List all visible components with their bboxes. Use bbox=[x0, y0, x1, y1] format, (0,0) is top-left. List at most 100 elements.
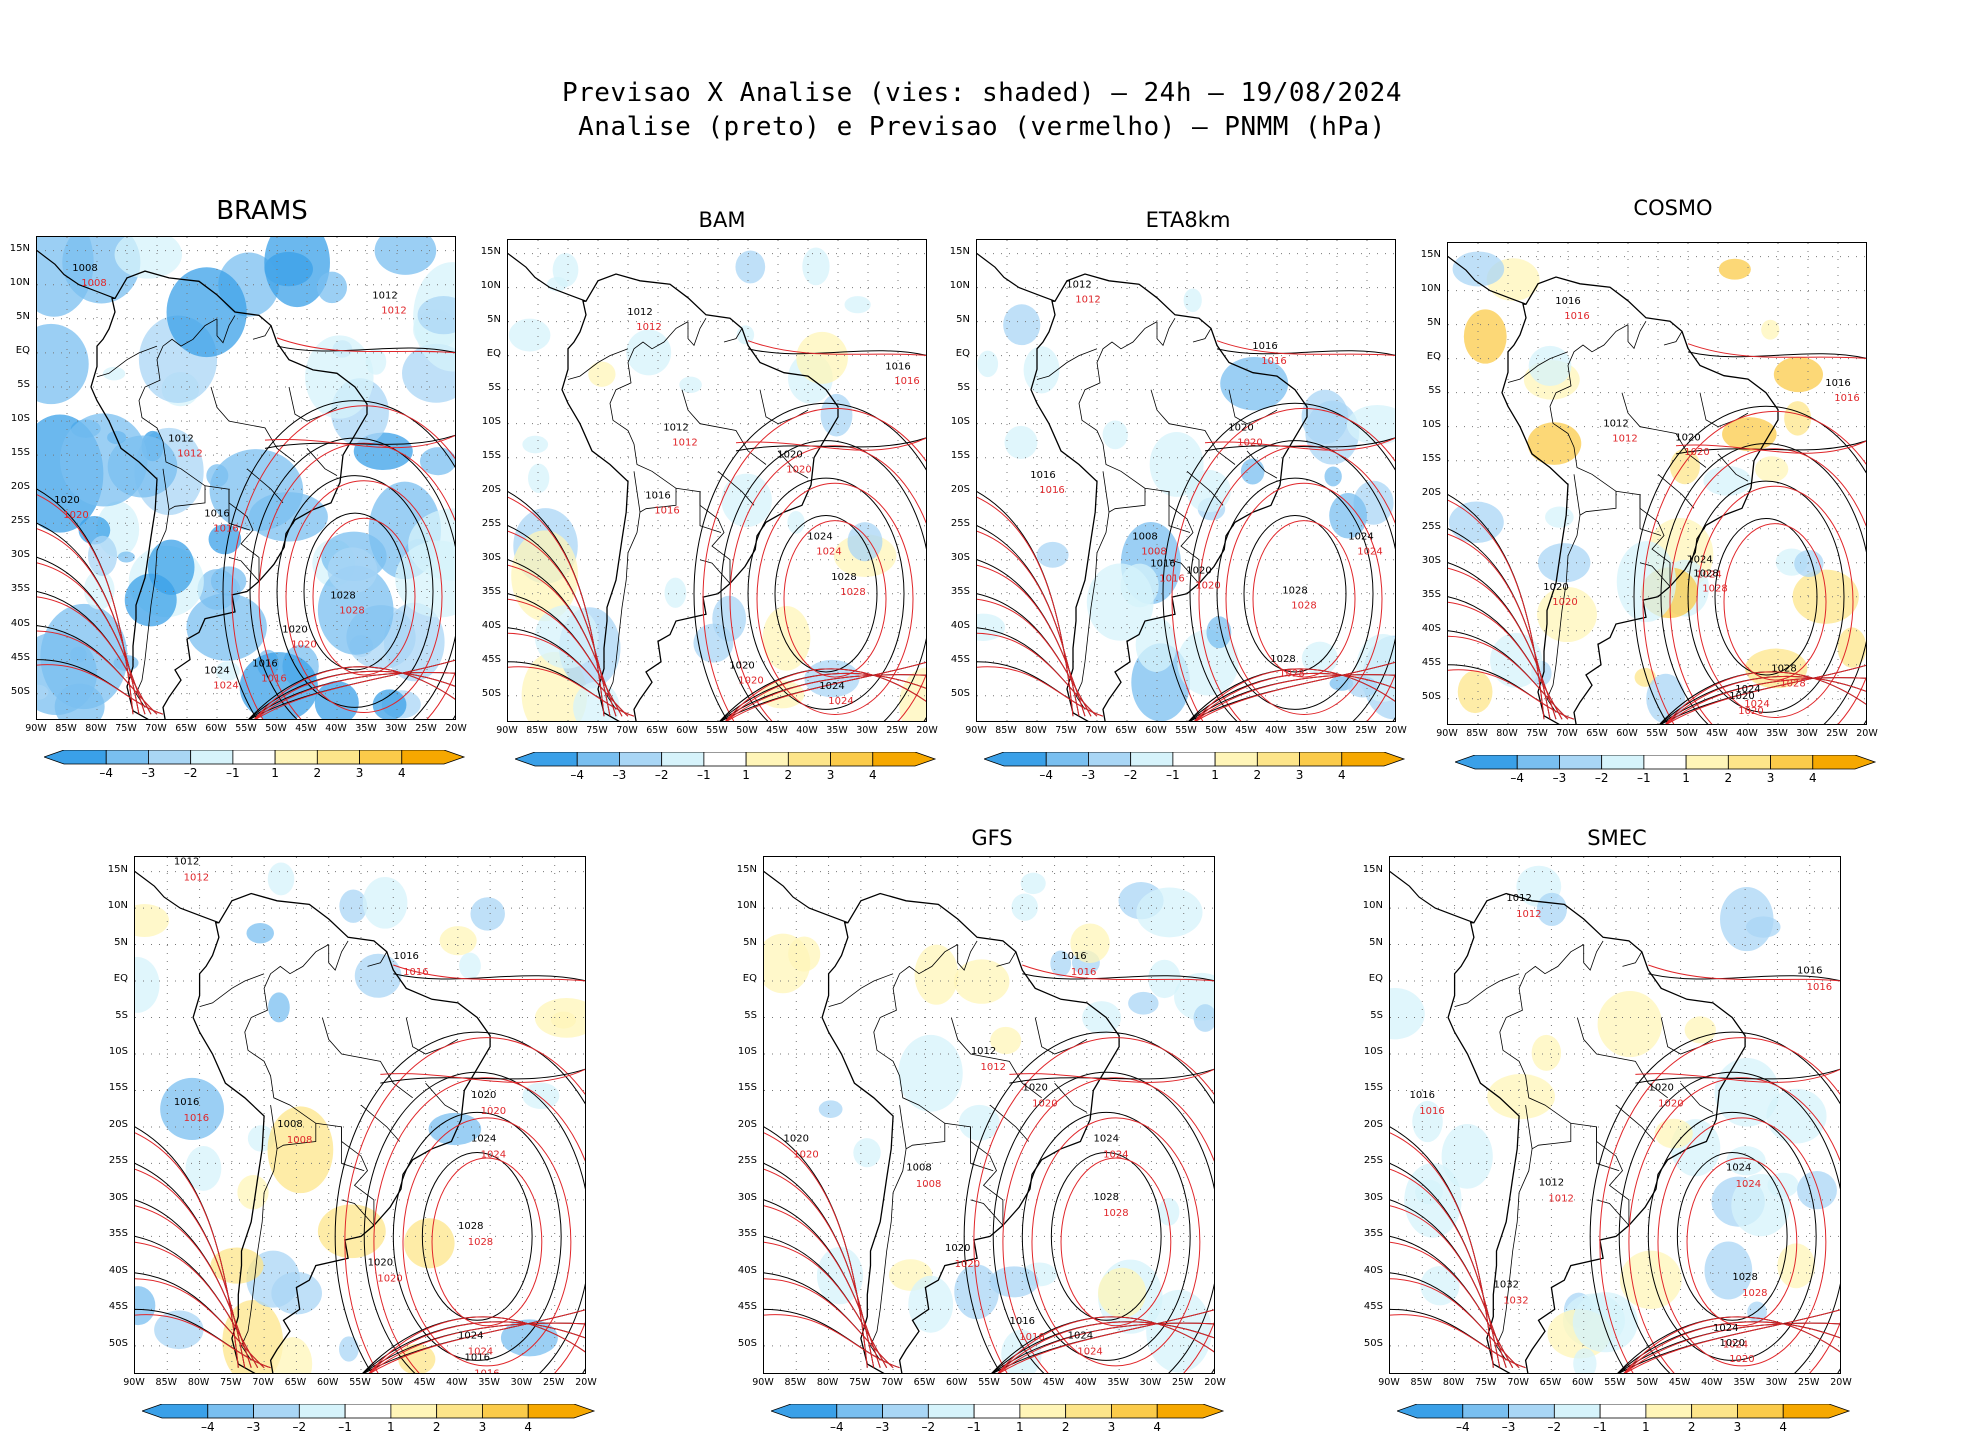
country-border bbox=[905, 1123, 946, 1150]
lat-tick-label: 50S bbox=[481, 687, 501, 699]
bias-shading bbox=[1528, 345, 1572, 386]
isobar bbox=[1628, 1077, 1840, 1373]
map-frame: 1016 1016 1012 1012 1020 1020 1024 1024 1028 1028… bbox=[763, 856, 1215, 1374]
lat-tick-label: 10S bbox=[108, 1045, 128, 1057]
colorbar-swatch bbox=[882, 1404, 929, 1419]
colorbar-swatch bbox=[1645, 1404, 1693, 1419]
lat-tick-label: 10S bbox=[737, 1045, 757, 1057]
isobar bbox=[1009, 1068, 1214, 1084]
isobar-label-forecast: 1016 bbox=[1071, 967, 1096, 978]
country-border bbox=[777, 450, 809, 479]
country-border bbox=[873, 944, 1004, 1226]
isobar-label-analysis: 1024 bbox=[807, 531, 832, 542]
lon-tick-label: 85W bbox=[526, 725, 548, 736]
isobar-label-forecast: 1024 bbox=[481, 1150, 506, 1161]
isobar-label-forecast: 1012 bbox=[177, 449, 202, 460]
isobar-label-forecast: 1024 bbox=[816, 546, 841, 557]
lon-tick-label: 75W bbox=[1055, 725, 1077, 736]
country-border bbox=[367, 951, 388, 967]
lat-tick-label: 5S bbox=[1370, 1009, 1383, 1021]
colorbar-swatch bbox=[1156, 1404, 1225, 1419]
isobar bbox=[1635, 1068, 1840, 1083]
bias-shading bbox=[246, 923, 274, 944]
isobar bbox=[1060, 1157, 1172, 1327]
isobar-label-forecast: 1012 bbox=[1612, 434, 1637, 445]
lon-tick-label: 25W bbox=[415, 723, 437, 734]
country-border bbox=[244, 944, 375, 1226]
isobar bbox=[1618, 1071, 1840, 1373]
colorbar-swatch bbox=[1172, 752, 1216, 767]
bias-shading bbox=[954, 959, 1010, 1004]
lon-tick-label: 40W bbox=[1701, 1377, 1723, 1388]
isobar bbox=[764, 1314, 900, 1369]
bias-shading bbox=[1050, 950, 1072, 977]
colorbar-label: 2 bbox=[1687, 1420, 1696, 1434]
bias-shading bbox=[528, 463, 550, 493]
bias-shading bbox=[712, 595, 747, 642]
bias-shading bbox=[124, 573, 177, 627]
bias-shading bbox=[1761, 319, 1780, 340]
isobar bbox=[402, 1117, 572, 1367]
bias-shading bbox=[37, 684, 49, 700]
lat-tick-label: 5S bbox=[488, 381, 501, 393]
lon-tick-label: 20W bbox=[1204, 1377, 1226, 1388]
colorbar-label: –1 bbox=[1637, 771, 1651, 785]
colorbar-swatch bbox=[1341, 752, 1406, 767]
bias-shading bbox=[1193, 1004, 1214, 1032]
isobar-label-forecast: 1020 bbox=[377, 1274, 402, 1285]
pressure-map: 1008 1008 1012 1012 1016 1016 1020 1020 1024 1024… bbox=[37, 237, 455, 719]
isobar bbox=[963, 1031, 1214, 1373]
isobar-label-forecast: 1016 bbox=[1159, 574, 1184, 585]
isobar-label-analysis: 1024 bbox=[1735, 684, 1760, 695]
lat-tick-label: 45S bbox=[481, 653, 501, 665]
country-border bbox=[950, 1017, 1042, 1099]
country-border bbox=[210, 386, 296, 463]
colorbar-swatch bbox=[973, 1404, 1021, 1419]
lon-tick-label: 75W bbox=[586, 725, 608, 736]
colorbar-label: 3 bbox=[1733, 1420, 1742, 1434]
isobar-label-analysis: 1028 bbox=[458, 1221, 483, 1232]
lon-tick-label: 25W bbox=[886, 725, 908, 736]
isobar-label-analysis: 1016 bbox=[1010, 1316, 1035, 1327]
bias-shading bbox=[721, 473, 772, 528]
bias-shading bbox=[1404, 1163, 1462, 1238]
bias-shading bbox=[154, 1310, 204, 1350]
isobar bbox=[37, 596, 152, 715]
lat-tick-label: 10S bbox=[950, 415, 970, 427]
isobar bbox=[1448, 635, 1569, 720]
isobar-label-analysis: 1016 bbox=[1555, 296, 1580, 307]
isobar-label-analysis: 1012 bbox=[168, 434, 193, 445]
lon-tick-label: 70W bbox=[1556, 728, 1578, 739]
lat-tick-label: 20S bbox=[108, 1118, 128, 1130]
isobar bbox=[368, 1321, 585, 1373]
colorbar-label: –4 bbox=[1510, 771, 1525, 785]
isobar-label-forecast: 1028 bbox=[840, 587, 865, 598]
country-border bbox=[870, 1105, 907, 1361]
isobar-label-forecast: 1008 bbox=[287, 1135, 312, 1146]
bias-shading bbox=[735, 250, 766, 284]
country-border bbox=[228, 489, 251, 531]
colorbar bbox=[1397, 1404, 1851, 1419]
isobar bbox=[254, 666, 455, 719]
lat-tick-label: EQ bbox=[1426, 350, 1441, 362]
isobar bbox=[977, 593, 1092, 717]
bias-shading bbox=[1347, 675, 1378, 698]
isobar bbox=[393, 964, 585, 982]
bias-shading bbox=[1128, 991, 1159, 1015]
country-border bbox=[1496, 1105, 1533, 1361]
colorbar-swatch bbox=[232, 750, 276, 765]
isobar-label-analysis: 1028 bbox=[1693, 568, 1718, 579]
colorbar-label: –3 bbox=[875, 1420, 890, 1434]
isobar-label-analysis: 1024 bbox=[1713, 1323, 1738, 1334]
lon-tick-label: 40W bbox=[796, 725, 818, 736]
colorbar-swatch bbox=[390, 1404, 438, 1419]
pressure-map: 1012101210161016102010201024102410281028… bbox=[1390, 857, 1840, 1373]
lat-tick-label: 10S bbox=[481, 415, 501, 427]
bias-shading bbox=[1452, 251, 1505, 287]
colorbar-label: 4 bbox=[1153, 1420, 1162, 1434]
bias-shading bbox=[787, 511, 805, 534]
isobar bbox=[1665, 677, 1866, 724]
lon-tick-label: 85W bbox=[995, 725, 1017, 736]
isobar-label-analysis: 1024 bbox=[458, 1331, 483, 1342]
coastline bbox=[764, 871, 849, 924]
